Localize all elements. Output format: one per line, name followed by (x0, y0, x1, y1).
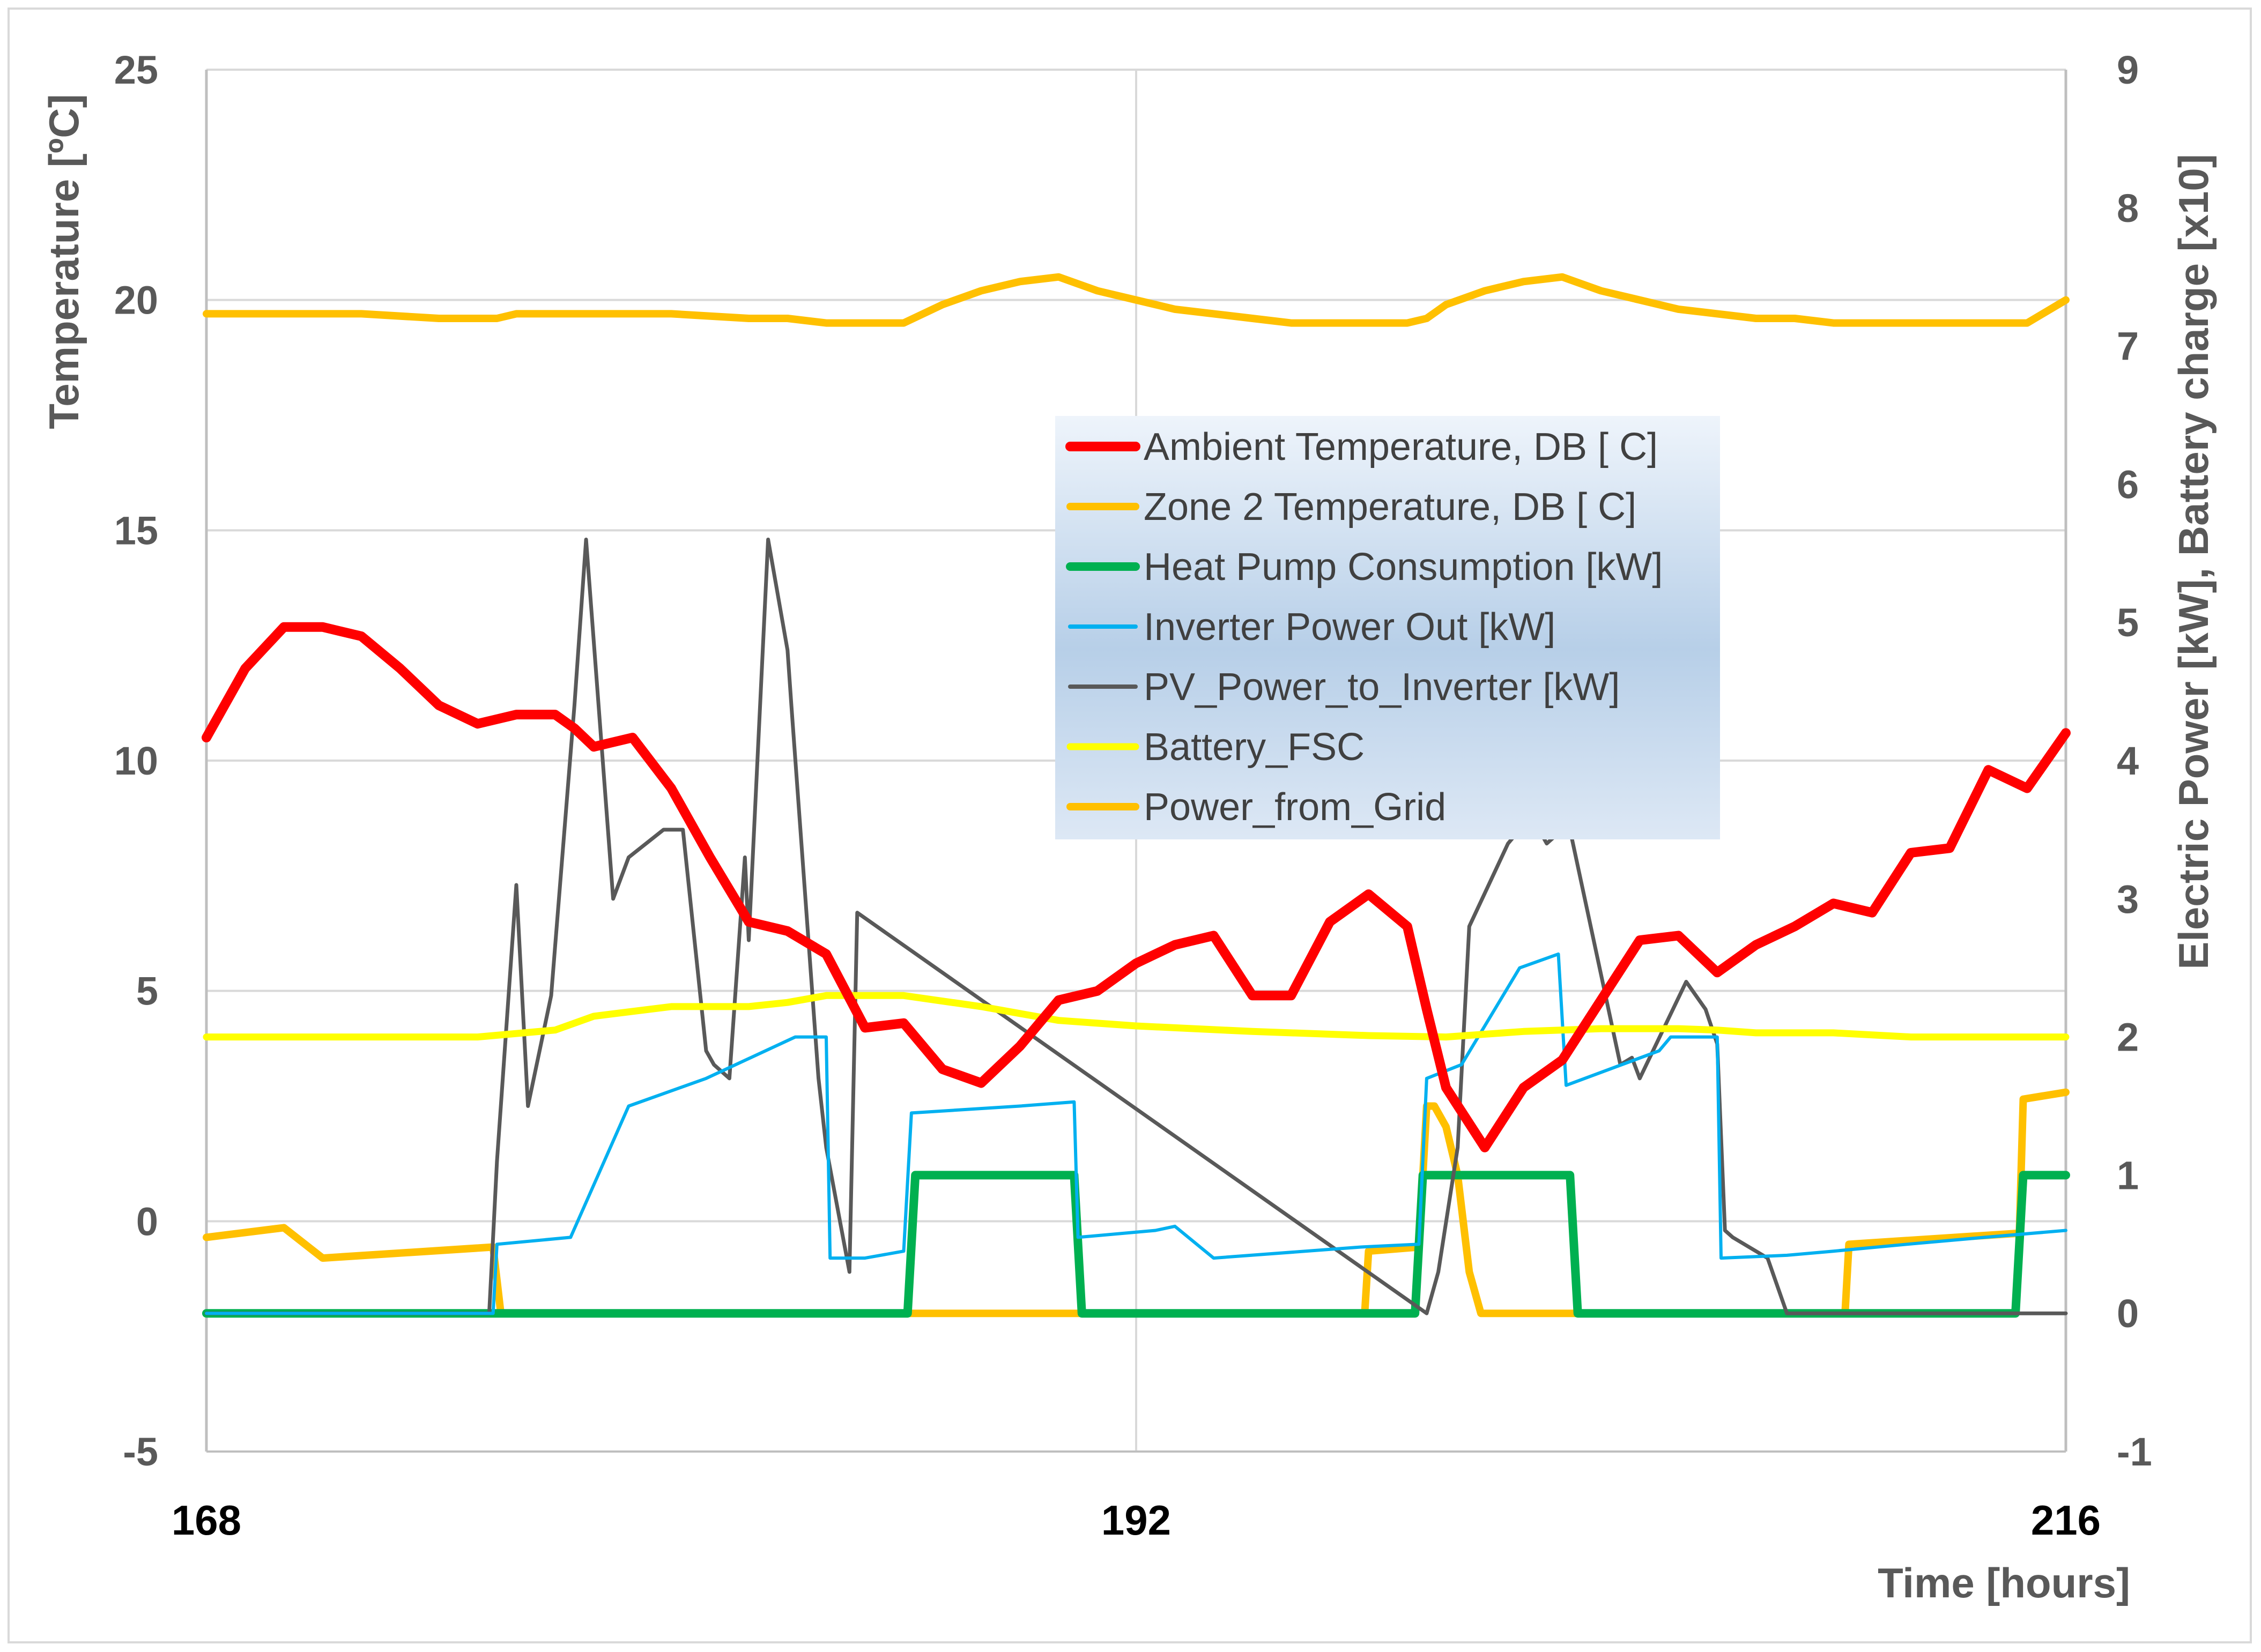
x-tick-label: 168 (172, 1497, 241, 1544)
y-axis-left-title: Temperature [ºC] (40, 94, 87, 429)
y-right-tick-label: 5 (2117, 600, 2139, 645)
y-axis-right-title: Electric Power [kW], Battery charge [x10… (2170, 154, 2217, 970)
y-right-tick-label: 4 (2117, 739, 2139, 783)
x-tick-label: 216 (2031, 1497, 2101, 1544)
x-axis-title: Time [hours] (1878, 1559, 2130, 1606)
legend-label-inverter-power-out-kw: Inverter Power Out [kW] (1144, 606, 1555, 649)
tick-labels: -5 0 5 10 15 20 25 -1 0 1 2 3 4 5 6 7 8 9 168 192 216 (114, 48, 2152, 1544)
y-right-tick-label: 6 (2117, 462, 2139, 507)
legend-box (1055, 416, 1720, 839)
series-line-zone-2-temperature-db-c (203, 273, 2070, 327)
legend-label-power-from-grid: Power_from_Grid (1144, 786, 1446, 829)
y-right-tick-label: -1 (2117, 1430, 2152, 1474)
legend-label-pv-power-to-inverter-kw: PV_Power_to_Inverter [kW] (1144, 666, 1620, 709)
legend: Ambient Temperature, DB [ C] Zone 2 Tempe… (1055, 416, 1720, 839)
y-left-tick-label: 0 (136, 1199, 158, 1244)
y-left-tick-label: -5 (123, 1430, 158, 1474)
y-right-tick-label: 9 (2117, 48, 2139, 92)
y-right-tick-label: 3 (2117, 877, 2139, 921)
y-right-tick-label: 1 (2117, 1153, 2139, 1197)
x-tick-label: 192 (1101, 1497, 1171, 1544)
legend-label-heat-pump-consumption-kw: Heat Pump Consumption [kW] (1144, 546, 1663, 589)
series-line-ambient-temperature-db-c (202, 622, 2071, 1152)
y-right-tick-label: 2 (2117, 1015, 2139, 1060)
legend-label-battery-fsc: Battery_FSC (1144, 726, 1365, 769)
y-left-tick-label: 20 (114, 278, 158, 323)
chart: -5 0 5 10 15 20 25 -1 0 1 2 3 4 5 6 7 8 9 168 192 216 Temper… (40, 48, 2217, 1606)
y-right-tick-label: 7 (2117, 324, 2139, 369)
y-right-tick-label: 8 (2117, 186, 2139, 230)
chart-frame: -5 0 5 10 15 20 25 -1 0 1 2 3 4 5 6 7 8 9 168 192 216 Temper… (8, 8, 2252, 1643)
legend-label-ambient-temperature-db-c: Ambient Temperature, DB [ C] (1144, 426, 1658, 468)
series-group (202, 273, 2071, 1318)
y-left-tick-label: 10 (114, 739, 158, 783)
series-line-inverter-power-out-kw (205, 952, 2067, 1315)
series-line-battery-fsc (203, 992, 2070, 1041)
legend-label-zone-2-temperature-db-c: Zone 2 Temperature, DB [ C] (1144, 486, 1636, 529)
y-right-tick-label: 0 (2117, 1291, 2139, 1336)
y-left-tick-label: 15 (114, 508, 158, 553)
y-left-tick-label: 25 (114, 48, 158, 92)
y-left-tick-label: 5 (136, 969, 158, 1014)
